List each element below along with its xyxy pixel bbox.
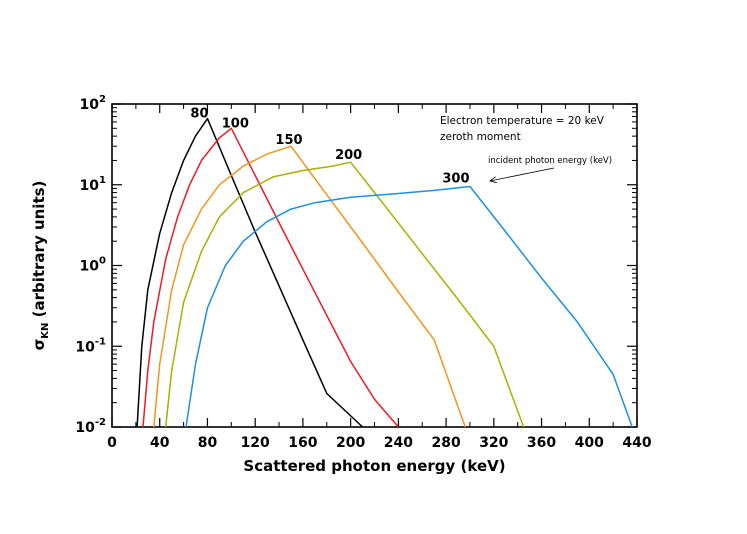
plot-frame (111, 103, 638, 428)
x-tick-labels: 0 40 80 120 160 200 240 280 320 360 400 440 (107, 435, 652, 451)
x-tick-label: 320 (479, 435, 508, 451)
peak-label-100: 100 (222, 116, 249, 131)
y-tick-base: 10 (75, 420, 95, 436)
y-tick-exponent: 1 (99, 175, 106, 186)
x-tick-label: 400 (575, 435, 604, 451)
y-axis-subscript: KN (40, 323, 51, 339)
peak-label-150: 150 (275, 133, 302, 148)
annotation-arrowhead (489, 176, 497, 184)
x-tick-label: 240 (384, 435, 413, 451)
x-tick-label: 120 (241, 435, 270, 451)
annotation-arrow (489, 167, 555, 182)
x-tick-label: 440 (622, 435, 651, 451)
series-line-150 (153, 145, 466, 428)
y-tick-label: 10-1 (75, 336, 106, 355)
peak-label-300: 300 (442, 172, 469, 187)
peak-labels: 80 100 150 200 300 (190, 107, 469, 187)
y-axis-title: σKN (arbitrary units) (30, 181, 51, 351)
y-tick-label: 101 (80, 175, 106, 194)
x-tick-label: 160 (288, 435, 317, 451)
x-tick-label: 0 (107, 435, 117, 451)
y-tick-label: 10-2 (75, 417, 106, 436)
axis-ticks (111, 103, 638, 428)
y-axis-symbol: σ (30, 339, 48, 351)
series-line-300 (185, 185, 633, 428)
x-tick-label: 40 (150, 435, 170, 451)
series-curves (136, 117, 633, 428)
annotation-temperature: Electron temperature = 20 keV (440, 115, 605, 127)
y-tick-label: 102 (80, 94, 106, 113)
y-tick-base: 10 (80, 259, 100, 275)
annotation-moment: zeroth moment (440, 131, 521, 143)
x-tick-label: 280 (431, 435, 460, 451)
series-line-200 (164, 161, 525, 428)
y-tick-label: 100 (80, 256, 106, 275)
y-tick-exponent: 2 (99, 94, 106, 105)
series-line-100 (142, 127, 399, 428)
x-tick-label: 80 (198, 435, 218, 451)
y-tick-exponent: -1 (95, 336, 106, 347)
peak-label-80: 80 (190, 107, 208, 122)
x-tick-label: 200 (336, 435, 365, 451)
series-line-80 (136, 117, 364, 428)
y-tick-exponent: 0 (99, 256, 106, 267)
y-axis-unit: (arbitrary units) (30, 181, 48, 323)
annotation-incident-energy: incident photon energy (keV) (488, 156, 612, 166)
y-tick-base: 10 (80, 178, 100, 194)
x-tick-label: 360 (527, 435, 556, 451)
y-tick-exponent: -2 (95, 417, 106, 428)
peak-label-200: 200 (335, 148, 362, 163)
x-axis-title: Scattered photon energy (keV) (243, 457, 505, 475)
y-tick-base: 10 (80, 97, 100, 113)
y-tick-base: 10 (75, 339, 95, 355)
